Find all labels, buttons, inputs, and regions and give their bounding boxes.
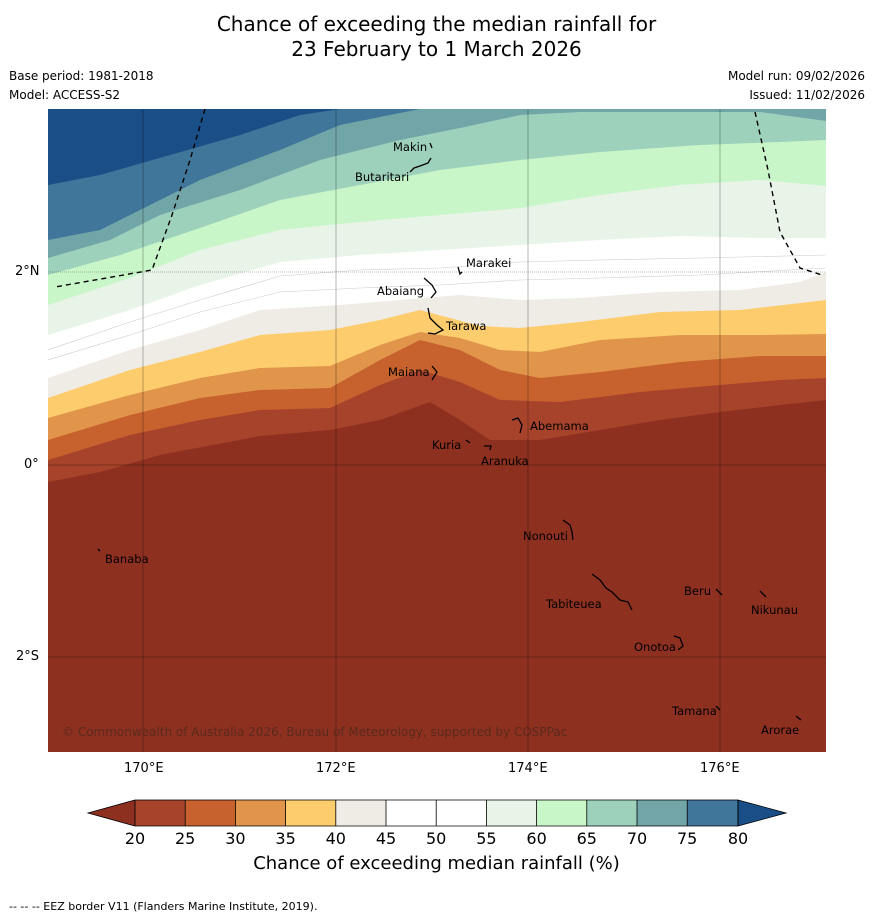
place-label: Makin: [393, 140, 427, 154]
colorbar-swatch: [586, 800, 637, 826]
colorbar-swatch: [637, 800, 688, 826]
colorbar-swatch: [536, 800, 587, 826]
colorbar-swatch: [486, 800, 537, 826]
island-maiana: [431, 365, 438, 381]
colorbar-tick: 25: [175, 829, 196, 848]
colorbar-swatch: [235, 800, 286, 826]
lat-label-0: 0°: [24, 457, 39, 472]
island-beru: [715, 588, 723, 596]
place-label: Beru: [684, 584, 711, 598]
colorbar-high-arrow: [737, 799, 788, 827]
colorbar-tick: 40: [325, 829, 346, 848]
island-aranuka: [484, 445, 492, 451]
island-abemama: [511, 417, 523, 434]
island-arorae: [795, 715, 802, 721]
lon-label-174e: 174°E: [508, 761, 548, 776]
island-kuria: [465, 439, 471, 444]
place-label: Butaritari: [355, 170, 409, 184]
place-label: Banaba: [105, 552, 149, 566]
islands: [97, 142, 802, 721]
colorbar-tick: 75: [677, 829, 698, 848]
place-label: Abaiang: [377, 284, 424, 298]
colorbar-tick: 55: [476, 829, 497, 848]
contour-line-50: [48, 254, 826, 351]
place-label: Maiana: [388, 365, 430, 379]
lat-label-2s: 2°S: [16, 649, 40, 664]
place-label: Abemama: [530, 419, 589, 433]
colorbar-tick: 70: [626, 829, 648, 848]
eez-border: [54, 109, 823, 288]
colorbar-tick: 20: [124, 829, 146, 848]
colorbar-swatch: [185, 800, 236, 826]
island-tamana: [715, 705, 721, 711]
colorbar-tick: 45: [375, 829, 397, 848]
island-nonouti: [562, 519, 574, 541]
colorbar-tick: 35: [275, 829, 296, 848]
place-label: Onotoa: [634, 640, 676, 654]
place-labels: Makin Butaritari Marakei Abaiang Tarawa …: [105, 140, 799, 737]
colorbar-tick: 80: [727, 829, 749, 848]
colorbar-tick: 30: [225, 829, 246, 848]
lon-label-172e: 172°E: [316, 761, 356, 776]
eez-source-note: -- -- -- EEZ border V11 (Flanders Marine…: [9, 900, 318, 913]
island-abaiang: [423, 277, 437, 299]
eez-border-east: [754, 111, 823, 276]
place-label: Nikunau: [751, 603, 798, 617]
colorbar: [86, 799, 788, 827]
map-title-line1: Chance of exceeding the median rainfall …: [216, 12, 657, 36]
lon-label-176e: 176°E: [700, 761, 740, 776]
place-label: Nonouti: [523, 529, 568, 543]
copyright-notice: © Commonwealth of Australia 2026, Bureau…: [62, 725, 567, 739]
eez-border-west: [54, 109, 206, 288]
island-butaritari: [409, 157, 432, 173]
contour-line-45: [48, 267, 826, 361]
model-run: Model run: 09/02/2026: [727, 69, 865, 83]
island-nikunau: [759, 590, 767, 598]
colorbar-swatch: [335, 800, 386, 826]
graticule: [48, 109, 826, 752]
place-label: Tarawa: [445, 319, 486, 333]
base-period: Base period: 1981-2018: [9, 69, 154, 83]
issued-date: Issued: 11/02/2026: [749, 88, 865, 102]
place-label: Tabiteuea: [545, 597, 602, 611]
island-makin: [429, 142, 433, 149]
model-name: Model: ACCESS-S2: [9, 88, 121, 102]
map-title-line2: 23 February to 1 March 2026: [291, 37, 582, 61]
colorbar-swatch: [436, 800, 487, 826]
colorbar-swatch: [135, 800, 186, 826]
colorbar-low-arrow: [86, 799, 136, 827]
island-marakei: [457, 266, 463, 276]
island-tabiteuea: [591, 573, 633, 611]
band-below-20: [48, 400, 826, 752]
place-label: Kuria: [432, 438, 461, 452]
island-banaba: [97, 548, 101, 552]
island-onotoa: [673, 635, 684, 651]
island-tarawa: [427, 307, 445, 335]
colorbar-swatch: [386, 800, 437, 826]
place-label: Marakei: [466, 256, 511, 270]
place-label: Aranuka: [481, 454, 529, 468]
colorbar-tick: 50: [426, 829, 447, 848]
rainfall-map-area: Makin Butaritari Marakei Abaiang Tarawa …: [48, 109, 826, 752]
lat-label-2n: 2°N: [15, 264, 40, 279]
contour-lines: [48, 254, 826, 361]
colorbar-dividers: [134, 799, 739, 827]
colorbar-label: Chance of exceeding median rainfall (%): [253, 853, 620, 874]
place-label: Arorae: [761, 723, 799, 737]
colorbar-tick: 65: [576, 829, 597, 848]
lon-label-170e: 170°E: [124, 761, 164, 776]
place-label: Tamana: [671, 704, 717, 718]
colorbar-tick: 60: [526, 829, 547, 848]
colorbar-swatch: [285, 800, 336, 826]
colorbar-swatch: [687, 800, 738, 826]
